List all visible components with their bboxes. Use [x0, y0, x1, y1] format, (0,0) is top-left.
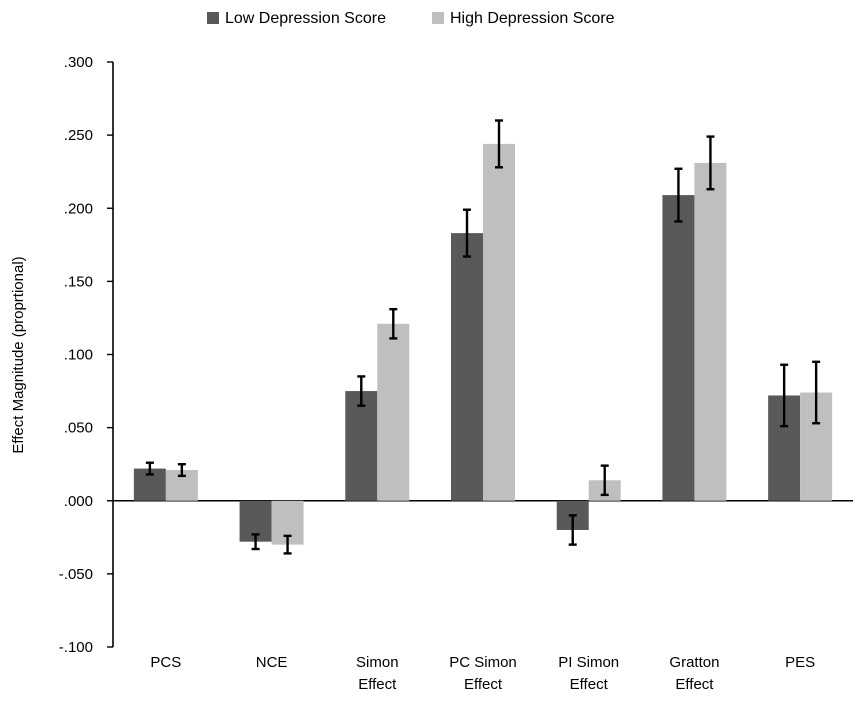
legend: Low Depression Score High Depression Sco… — [207, 10, 615, 27]
x-category-label: PES — [785, 654, 815, 671]
x-category-label: NCE — [256, 654, 288, 671]
legend-swatch-high — [432, 12, 444, 24]
x-category-label: Gratton — [669, 654, 719, 671]
x-category-label: PCS — [150, 654, 181, 671]
x-category-label: Effect — [358, 676, 397, 693]
x-category-label: PC Simon — [449, 654, 517, 671]
bar — [694, 162, 727, 501]
bar — [377, 323, 410, 501]
error-bars — [145, 119, 821, 555]
y-tick-label: -.050 — [59, 566, 93, 583]
legend-label-high: High Depression Score — [450, 10, 615, 27]
x-category-label: PI Simon — [558, 654, 619, 671]
y-tick-label: .200 — [64, 200, 93, 217]
bars — [133, 143, 833, 545]
bar — [483, 143, 515, 501]
bar — [451, 233, 483, 501]
y-tick-label: -.100 — [59, 639, 93, 656]
y-tick-label: .300 — [64, 54, 93, 71]
bar — [345, 391, 378, 501]
legend-label-low: Low Depression Score — [225, 10, 386, 27]
x-categories: PCS NCE Simon Effect PC Simon Effect PI Simon E… — [150, 654, 815, 693]
x-category-label: Simon — [356, 654, 399, 671]
y-tick-label: .150 — [64, 273, 93, 290]
x-category-label: Effect — [675, 676, 714, 693]
legend-swatch-low — [207, 12, 219, 24]
bar — [662, 195, 695, 501]
y-tick-label: .100 — [64, 347, 93, 364]
y-tick-label: .000 — [64, 493, 93, 510]
y-axis-label: Effect Magnitude (proprtional) — [10, 256, 27, 453]
y-tick-label: .050 — [64, 420, 93, 437]
y-tick-label: .250 — [64, 127, 93, 144]
y-ticks: .300 .250 .200 .150 .100 .050 .000 -.050 -.100 — [59, 54, 113, 656]
x-category-label: Effect — [570, 676, 609, 693]
x-category-label: Effect — [464, 676, 503, 693]
